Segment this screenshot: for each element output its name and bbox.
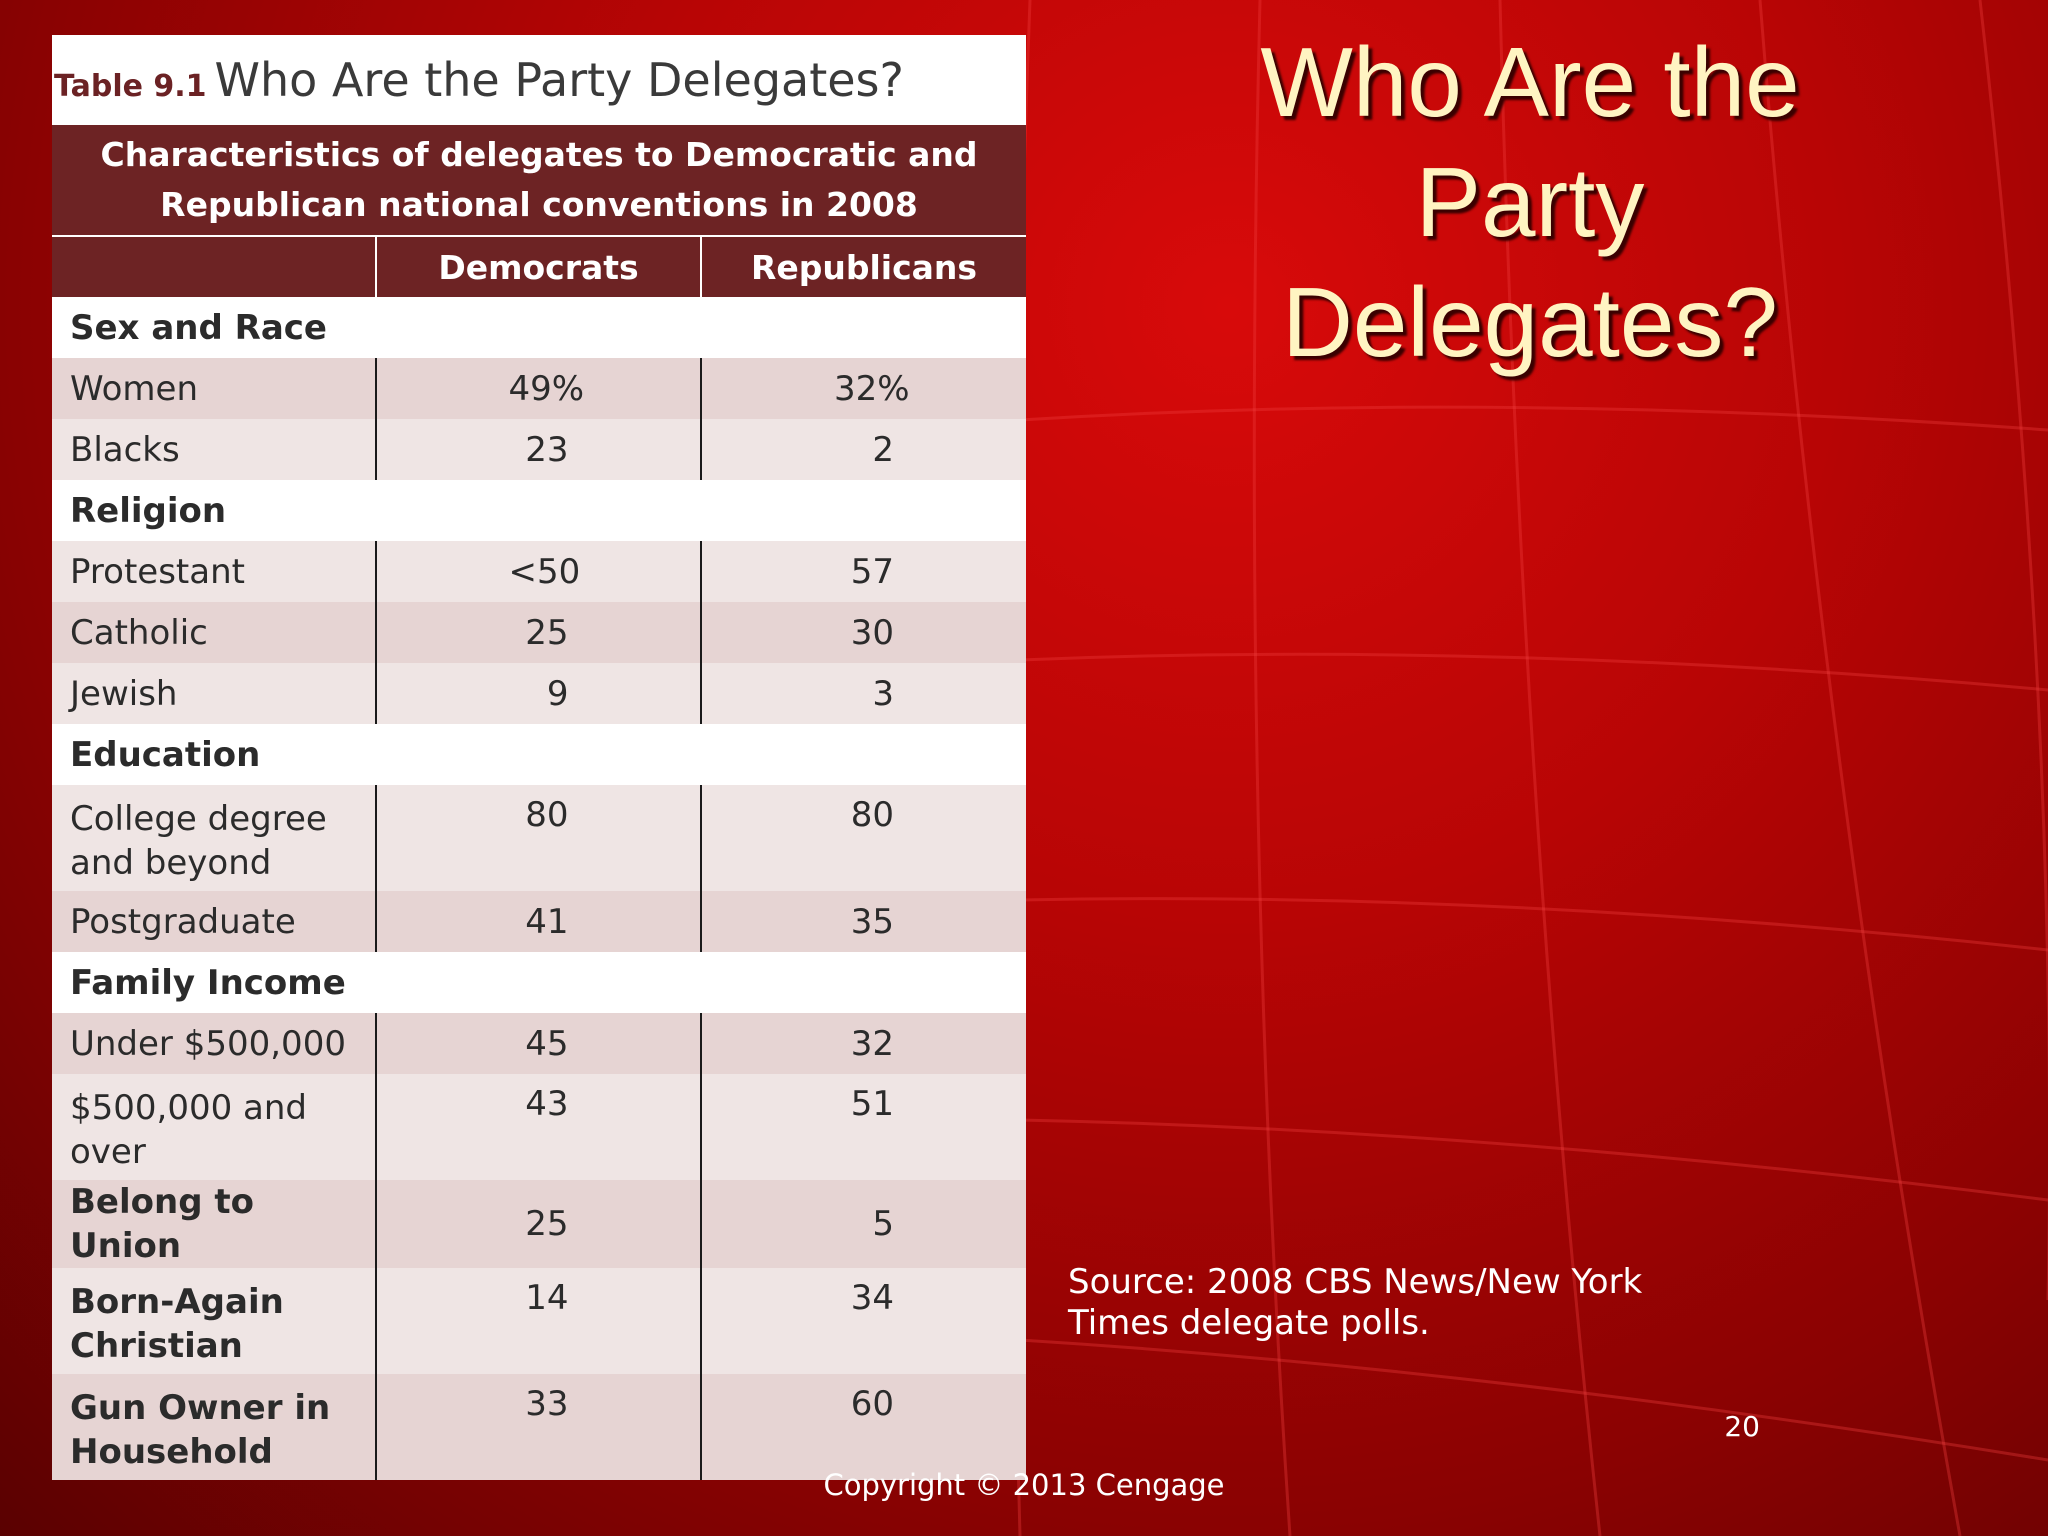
caption-line-2: Republican national conventions in 2008 [160, 185, 918, 224]
copyright-footer: Copyright © 2013 Cengage [823, 1468, 1225, 1502]
republicans-value: 32% [700, 358, 1026, 419]
source-note: Source: 2008 CBS News/New York Times del… [1068, 1262, 1643, 1343]
row-label: Postgraduate [52, 891, 376, 952]
table-row: Protestant <50 57 [52, 541, 1026, 602]
table-row: College degree and beyond 80 80 [52, 785, 1026, 891]
row-label: $500,000 and over [52, 1074, 376, 1180]
democrats-value: 23 [375, 419, 701, 480]
democrats-value: 14 [375, 1268, 701, 1374]
democrats-value: 49% [375, 358, 701, 419]
table-row: Born-Again Christian 14 34 [52, 1268, 1026, 1374]
table-row: Belong to Union 25 5 [52, 1180, 1026, 1268]
delegates-table: Democrats Republicans Sex and Race Women… [52, 237, 1026, 1480]
republicans-value: 35 [700, 891, 1026, 952]
republicans-value: 60 [700, 1374, 1026, 1480]
row-label: Catholic [52, 602, 376, 663]
democrats-value: 25 [375, 602, 701, 663]
table-heading: Table 9.1 Who Are the Party Delegates? [52, 35, 1026, 125]
table-row: Under $500,000 45 32 [52, 1013, 1026, 1074]
row-label: Jewish [52, 663, 376, 724]
republicans-value: 5 [700, 1180, 1026, 1268]
slide-title: Who Are the Party Delegates? [1160, 22, 1900, 382]
title-line: Delegates? [1282, 267, 1778, 377]
republicans-value: 51 [700, 1074, 1026, 1180]
democrats-value: 41 [375, 891, 701, 952]
column-header-blank [52, 237, 376, 297]
table-row: Gun Owner in Household 33 60 [52, 1374, 1026, 1480]
row-label: Gun Owner in Household [52, 1374, 376, 1480]
republicans-value: 3 [700, 663, 1026, 724]
row-label: Blacks [52, 419, 376, 480]
column-header-republicans: Republicans [700, 237, 1026, 297]
row-label: Belong to Union [52, 1180, 376, 1268]
page-number: 20 [1724, 1410, 1760, 1443]
democrats-value: 43 [375, 1074, 701, 1180]
section-heading: Religion [52, 480, 1026, 541]
row-label: Women [52, 358, 376, 419]
democrats-value: <50 [375, 541, 701, 602]
democrats-value: 9 [375, 663, 701, 724]
section-heading: Education [52, 724, 1026, 785]
republicans-value: 34 [700, 1268, 1026, 1374]
table-caption: Characteristics of delegates to Democrat… [52, 125, 1026, 237]
table-row: Catholic 25 30 [52, 602, 1026, 663]
table-row: Postgraduate 41 35 [52, 891, 1026, 952]
row-label: Protestant [52, 541, 376, 602]
row-label: Born-Again Christian [52, 1268, 376, 1374]
republicans-value: 30 [700, 602, 1026, 663]
column-header-row: Democrats Republicans [52, 237, 1026, 297]
democrats-value: 45 [375, 1013, 701, 1074]
section-heading: Sex and Race [52, 297, 1026, 358]
section-heading: Family Income [52, 952, 1026, 1013]
democrats-value: 33 [375, 1374, 701, 1480]
democrats-value: 80 [375, 785, 701, 891]
column-header-democrats: Democrats [375, 237, 701, 297]
table-row: Blacks 23 2 [52, 419, 1026, 480]
delegates-table-image: Table 9.1 Who Are the Party Delegates? C… [52, 35, 1026, 1480]
republicans-value: 57 [700, 541, 1026, 602]
democrats-value: 25 [375, 1180, 701, 1268]
caption-line-1: Characteristics of delegates to Democrat… [100, 135, 978, 174]
row-label: Under $500,000 [52, 1013, 376, 1074]
republicans-value: 32 [700, 1013, 1026, 1074]
republicans-value: 80 [700, 785, 1026, 891]
table-row: Jewish 9 3 [52, 663, 1026, 724]
title-line: Party [1415, 147, 1645, 257]
table-row: $500,000 and over 43 51 [52, 1074, 1026, 1180]
table-row: Women 49% 32% [52, 358, 1026, 419]
table-title: Who Are the Party Delegates? [214, 53, 904, 107]
title-line: Who Are the [1260, 27, 1800, 137]
republicans-value: 2 [700, 419, 1026, 480]
table-number: Table 9.1 [54, 68, 207, 104]
row-label: College degree and beyond [52, 785, 376, 891]
